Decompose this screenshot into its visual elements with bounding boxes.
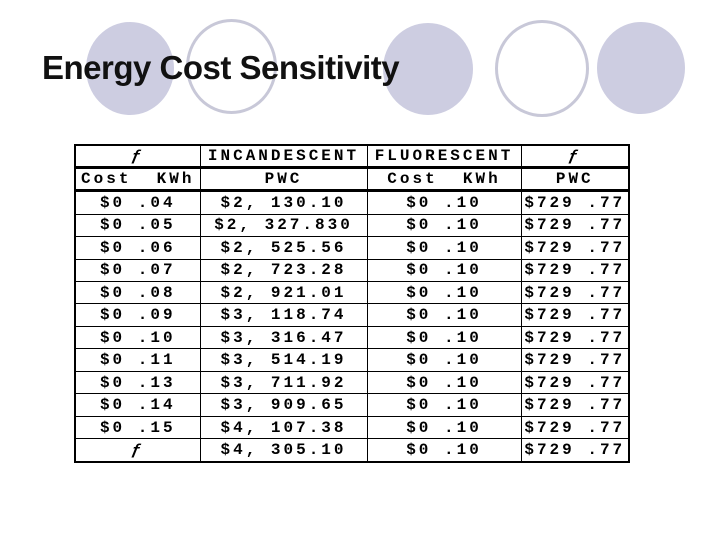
table-cell: $0 .10 [74, 325, 201, 350]
subheader-cell: PWC [199, 167, 368, 192]
table-cell: $729 .77 [520, 190, 630, 215]
table-header-row: ƒ INCANDESCENT FLUORESCENT ƒ [74, 144, 630, 169]
header-cell: ƒ [74, 144, 201, 169]
decorative-circle-outline-1 [186, 19, 277, 114]
table-row: $0 .11 $3, 514.19 $0 .10 $729 .77 [74, 348, 630, 372]
table-cell: $3, 514.19 [199, 348, 368, 372]
table-cell: $729 .77 [520, 258, 630, 283]
table-cell: $729 .77 [520, 438, 630, 463]
table-cell: $0 .07 [74, 258, 201, 283]
table-row: $0 .07 $2, 723.28 $0 .10 $729 .77 [74, 258, 630, 283]
table-cell: $2, 327.830 [199, 213, 368, 238]
table-cell: $2, 921.01 [199, 280, 368, 305]
table-row: $0 .08 $2, 921.01 $0 .10 $729 .77 [74, 280, 630, 305]
table-cell: $0 .10 [366, 415, 522, 440]
table-cell: $0 .10 [366, 370, 522, 395]
table-cell: $0 .15 [74, 415, 201, 440]
decorative-circle-filled-3 [597, 22, 685, 114]
table-row: ƒ $4, 305.10 $0 .10 $729 .77 [74, 438, 630, 463]
table-cell: $0 .10 [366, 393, 522, 417]
table-cell: $0 .10 [366, 303, 522, 327]
table-cell: $0 .10 [366, 348, 522, 372]
table-row: $0 .10 $3, 316.47 $0 .10 $729 .77 [74, 325, 630, 350]
table-cell: $729 .77 [520, 236, 630, 260]
table-subheader-row: Cost KWh PWC Cost KWh PWC [74, 167, 630, 192]
subheader-cell: Cost KWh [74, 167, 201, 192]
table-cell: $4, 107.38 [199, 415, 368, 440]
table-cell: $3, 316.47 [199, 325, 368, 350]
table-body: $0 .04 $2, 130.10 $0 .10 $729 .77 $0 .05 $2, … [74, 190, 630, 463]
decorative-circle-filled-2 [383, 23, 473, 115]
table-row: $0 .06 $2, 525.56 $0 .10 $729 .77 [74, 236, 630, 260]
table-cell: $0 .10 [366, 258, 522, 283]
table-cell: $0 .10 [366, 236, 522, 260]
subheader-cell: Cost KWh [366, 167, 522, 192]
slide-title: Energy Cost Sensitivity [42, 49, 400, 86]
table-row: $0 .05 $2, 327.830 $0 .10 $729 .77 [74, 213, 630, 238]
table-cell: $2, 525.56 [199, 236, 368, 260]
decorative-circle-filled-1 [86, 22, 174, 115]
table-cell: $3, 118.74 [199, 303, 368, 327]
table-cell: $0 .10 [366, 325, 522, 350]
table-cell: $0 .14 [74, 393, 201, 417]
table-row: $0 .04 $2, 130.10 $0 .10 $729 .77 [74, 190, 630, 215]
table-cell: $0 .11 [74, 348, 201, 372]
table-row: $0 .14 $3, 909.65 $0 .10 $729 .77 [74, 393, 630, 417]
table-cell: $0 .10 [366, 190, 522, 215]
header-cell: FLUORESCENT [366, 144, 522, 169]
decorative-circle-outline-2 [495, 20, 589, 117]
table-cell: $0 .08 [74, 280, 201, 305]
table-cell: $0 .10 [366, 438, 522, 463]
table-header: ƒ INCANDESCENT FLUORESCENT ƒ Cost KWh PWC Cos… [74, 144, 630, 192]
table-cell: $2, 130.10 [199, 190, 368, 215]
table-cell: $729 .77 [520, 370, 630, 395]
table-row: $0 .09 $3, 118.74 $0 .10 $729 .77 [74, 303, 630, 327]
table-cell: $0 .04 [74, 190, 201, 215]
table-row: $0 .13 $3, 711.92 $0 .10 $729 .77 [74, 370, 630, 395]
table-cell: $2, 723.28 [199, 258, 368, 283]
table-cell: $729 .77 [520, 213, 630, 238]
table-row: $0 .15 $4, 107.38 $0 .10 $729 .77 [74, 415, 630, 440]
table-cell: $729 .77 [520, 280, 630, 305]
table-cell: $4, 305.10 [199, 438, 368, 463]
table-cell: $729 .77 [520, 415, 630, 440]
table-cell: $3, 909.65 [199, 393, 368, 417]
table-cell: $0 .09 [74, 303, 201, 327]
table-cell: $0 .10 [366, 213, 522, 238]
energy-cost-table: ƒ INCANDESCENT FLUORESCENT ƒ Cost KWh PWC Cos… [74, 144, 630, 463]
table-cell: $0 .05 [74, 213, 201, 238]
table-cell: $729 .77 [520, 303, 630, 327]
table-cell: ƒ [74, 438, 201, 463]
table-cell: $0 .06 [74, 236, 201, 260]
table-cell: $0 .10 [366, 280, 522, 305]
table-cell: $0 .13 [74, 370, 201, 395]
table-cell: $729 .77 [520, 325, 630, 350]
header-cell: ƒ [520, 144, 630, 169]
table-cell: $729 .77 [520, 348, 630, 372]
subheader-cell: PWC [520, 167, 630, 192]
header-cell: INCANDESCENT [199, 144, 368, 169]
table-cell: $729 .77 [520, 393, 630, 417]
table-cell: $3, 711.92 [199, 370, 368, 395]
